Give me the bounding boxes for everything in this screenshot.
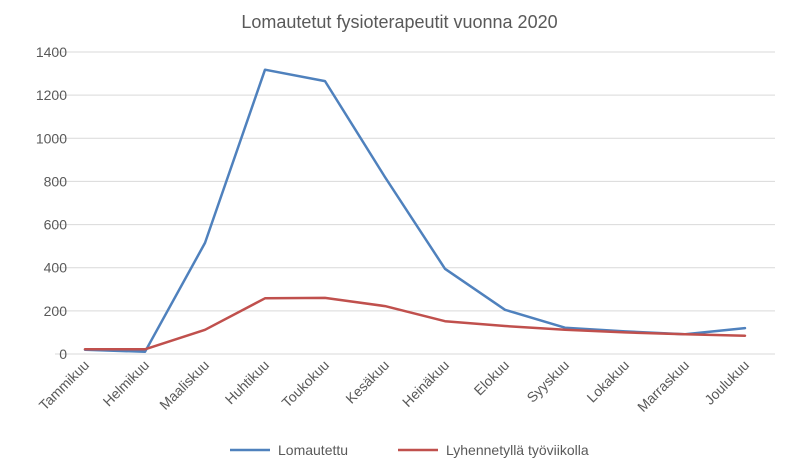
y-tick-label: 1000: [36, 130, 67, 146]
x-tick-label: Tammikuu: [36, 357, 92, 413]
legend-label-2: Lyhennetyllä työviikolla: [446, 442, 589, 458]
y-tick-label: 800: [44, 173, 68, 189]
axes: 0 200 400 600 800 1000 1200 1400 Tammikuu Helmiku…: [36, 44, 752, 415]
x-tick-label: Kesäkuu: [342, 357, 392, 407]
series-layer: [83, 68, 747, 354]
x-tick-label: Lokakuu: [583, 357, 632, 406]
x-tick-label: Joulukuu: [701, 357, 752, 408]
x-tick-label: Huhtikuu: [222, 357, 272, 407]
y-tick-label: 0: [59, 346, 67, 362]
y-tick-label: 1200: [36, 87, 67, 103]
legend: Lomautettu Lyhennetyllä työviikolla: [230, 442, 589, 458]
series-line-1: [83, 68, 747, 354]
series-line-2: [83, 296, 747, 351]
y-tick-label: 600: [44, 217, 68, 233]
x-tick-label: Maaliskuu: [156, 357, 212, 413]
x-tick-label: Heinäkuu: [399, 357, 452, 410]
x-tick-label: Helmikuu: [100, 357, 153, 410]
gridlines: [55, 51, 775, 355]
y-tick-label: 1400: [36, 44, 67, 60]
chart-title: Lomautetut fysioterapeutit vuonna 2020: [241, 12, 557, 32]
x-tick-label: Marraskuu: [634, 357, 692, 415]
y-tick-label: 400: [44, 260, 68, 276]
legend-label-1: Lomautettu: [278, 442, 348, 458]
y-tick-label: 200: [44, 303, 68, 319]
x-tick-label: Elokuu: [471, 357, 513, 399]
x-tick-label: Syyskuu: [523, 357, 572, 406]
x-tick-label: Toukokuu: [278, 357, 332, 411]
